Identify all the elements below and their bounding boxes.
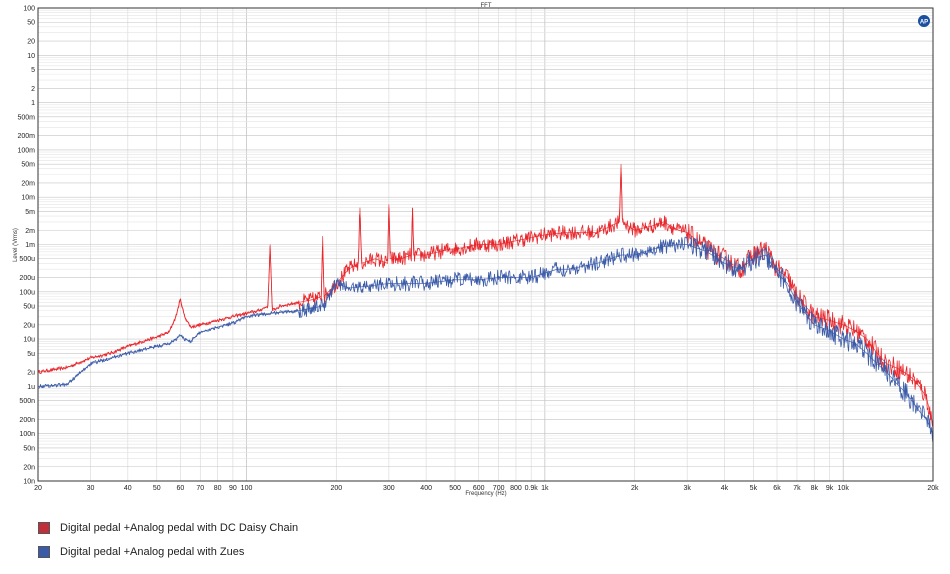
legend-item-dc-daisy-chain: Digital pedal +Analog pedal with DC Dais… — [38, 516, 298, 540]
x-tick-label: 800 — [510, 485, 522, 492]
series-layer — [37, 164, 934, 444]
x-tick-label: 600 — [473, 485, 485, 492]
x-tick-label: 20k — [927, 485, 939, 492]
x-tick-label: 90 — [229, 485, 237, 492]
legend-swatch-blue — [38, 546, 50, 558]
y-tick-label: 1 — [31, 100, 35, 107]
x-tick-label: 500 — [449, 485, 461, 492]
y-tick-label: 200m — [17, 133, 35, 140]
y-tick-label: 200u — [19, 275, 35, 282]
y-tick-label: 200n — [19, 417, 35, 424]
series-peaks-dc-daisy-chain — [37, 164, 934, 426]
plot-frame — [37, 7, 934, 482]
chart-title: FFT — [481, 3, 492, 9]
x-axis-ticks: 20 30 40 50 60 70 80 90 100 200 300 400 500 600 700 800… — [34, 485, 939, 492]
y-tick-label: 100m — [17, 147, 35, 154]
x-tick-label: 80 — [214, 485, 222, 492]
x-tick-label: 70 — [196, 485, 204, 492]
x-tick-label: 8k — [811, 485, 819, 492]
y-tick-label: 1u — [27, 384, 35, 391]
y-tick-label: 10m — [21, 195, 35, 202]
x-tick-label: 0.9k — [525, 485, 539, 492]
x-axis-label: Frequency (Hz) — [465, 491, 506, 497]
x-tick-label: 4k — [721, 485, 729, 492]
grid — [37, 8, 934, 482]
y-tick-label: 5m — [25, 209, 35, 216]
legend-label: Digital pedal +Analog pedal with Zues — [60, 546, 245, 558]
legend-label: Digital pedal +Analog pedal with DC Dais… — [60, 522, 299, 534]
y-tick-label: 100 — [23, 6, 35, 13]
legend-item-zues: Digital pedal +Analog pedal with Zues — [38, 540, 298, 564]
y-tick-label: 20u — [23, 322, 35, 329]
y-tick-label: 10u — [23, 337, 35, 344]
y-tick-label: 500m — [17, 114, 35, 121]
x-tick-label: 300 — [383, 485, 395, 492]
y-tick-label: 1m — [25, 242, 35, 249]
x-tick-label: 1k — [541, 485, 549, 492]
x-tick-label: 5k — [750, 485, 758, 492]
x-tick-label: 3k — [683, 485, 691, 492]
x-tick-label: 6k — [773, 485, 781, 492]
fft-chart: 20 30 40 50 60 70 80 90 100 200 300 400 500 600 700 800… — [13, 3, 939, 497]
y-tick-label: 10 — [27, 53, 35, 60]
y-tick-label: 100n — [19, 431, 35, 438]
y-tick-label: 50n — [23, 445, 35, 452]
y-tick-label: 20 — [27, 39, 35, 46]
y-tick-label: 2 — [31, 86, 35, 93]
y-tick-label: 50m — [21, 162, 35, 169]
y-tick-label: 500n — [19, 398, 35, 405]
y-axis-ticks: 100 50 20 10 5 2 1 500m 200m 100m 50m 20m 10m 5m 2m 1m 5… — [17, 6, 35, 486]
ap-logo-icon — [918, 15, 930, 27]
x-tick-label: 40 — [124, 485, 132, 492]
x-tick-label: 100 — [241, 485, 253, 492]
y-tick-label: 50u — [23, 304, 35, 311]
series-peaks-zues — [37, 244, 934, 434]
x-tick-label: 30 — [87, 485, 95, 492]
x-tick-label: 2k — [631, 485, 639, 492]
y-tick-label: 20m — [21, 180, 35, 187]
y-tick-label: 2u — [27, 370, 35, 377]
x-tick-label: 700 — [493, 485, 505, 492]
y-axis-label: Level (Vrms) — [13, 228, 19, 262]
y-tick-label: 10n — [23, 479, 35, 486]
x-tick-label: 200 — [330, 485, 342, 492]
y-tick-label: 20n — [23, 464, 35, 471]
ap-logo-text: AP — [920, 20, 928, 26]
y-tick-label: 500u — [19, 256, 35, 263]
x-tick-label: 20 — [34, 485, 42, 492]
ap-logo: AP — [918, 15, 930, 27]
x-tick-label: 9k — [826, 485, 834, 492]
x-tick-label: 60 — [176, 485, 184, 492]
x-tick-label: 400 — [420, 485, 432, 492]
legend-swatch-red — [38, 522, 50, 534]
y-tick-label: 100u — [19, 289, 35, 296]
y-tick-label: 50 — [27, 20, 35, 27]
x-tick-label: 7k — [793, 485, 801, 492]
y-tick-label: 5 — [31, 67, 35, 74]
legend: Digital pedal +Analog pedal with DC Dais… — [38, 516, 298, 564]
y-tick-label: 2m — [25, 228, 35, 235]
x-tick-label: 50 — [153, 485, 161, 492]
x-tick-label: 10k — [838, 485, 850, 492]
y-tick-label: 5u — [27, 351, 35, 358]
